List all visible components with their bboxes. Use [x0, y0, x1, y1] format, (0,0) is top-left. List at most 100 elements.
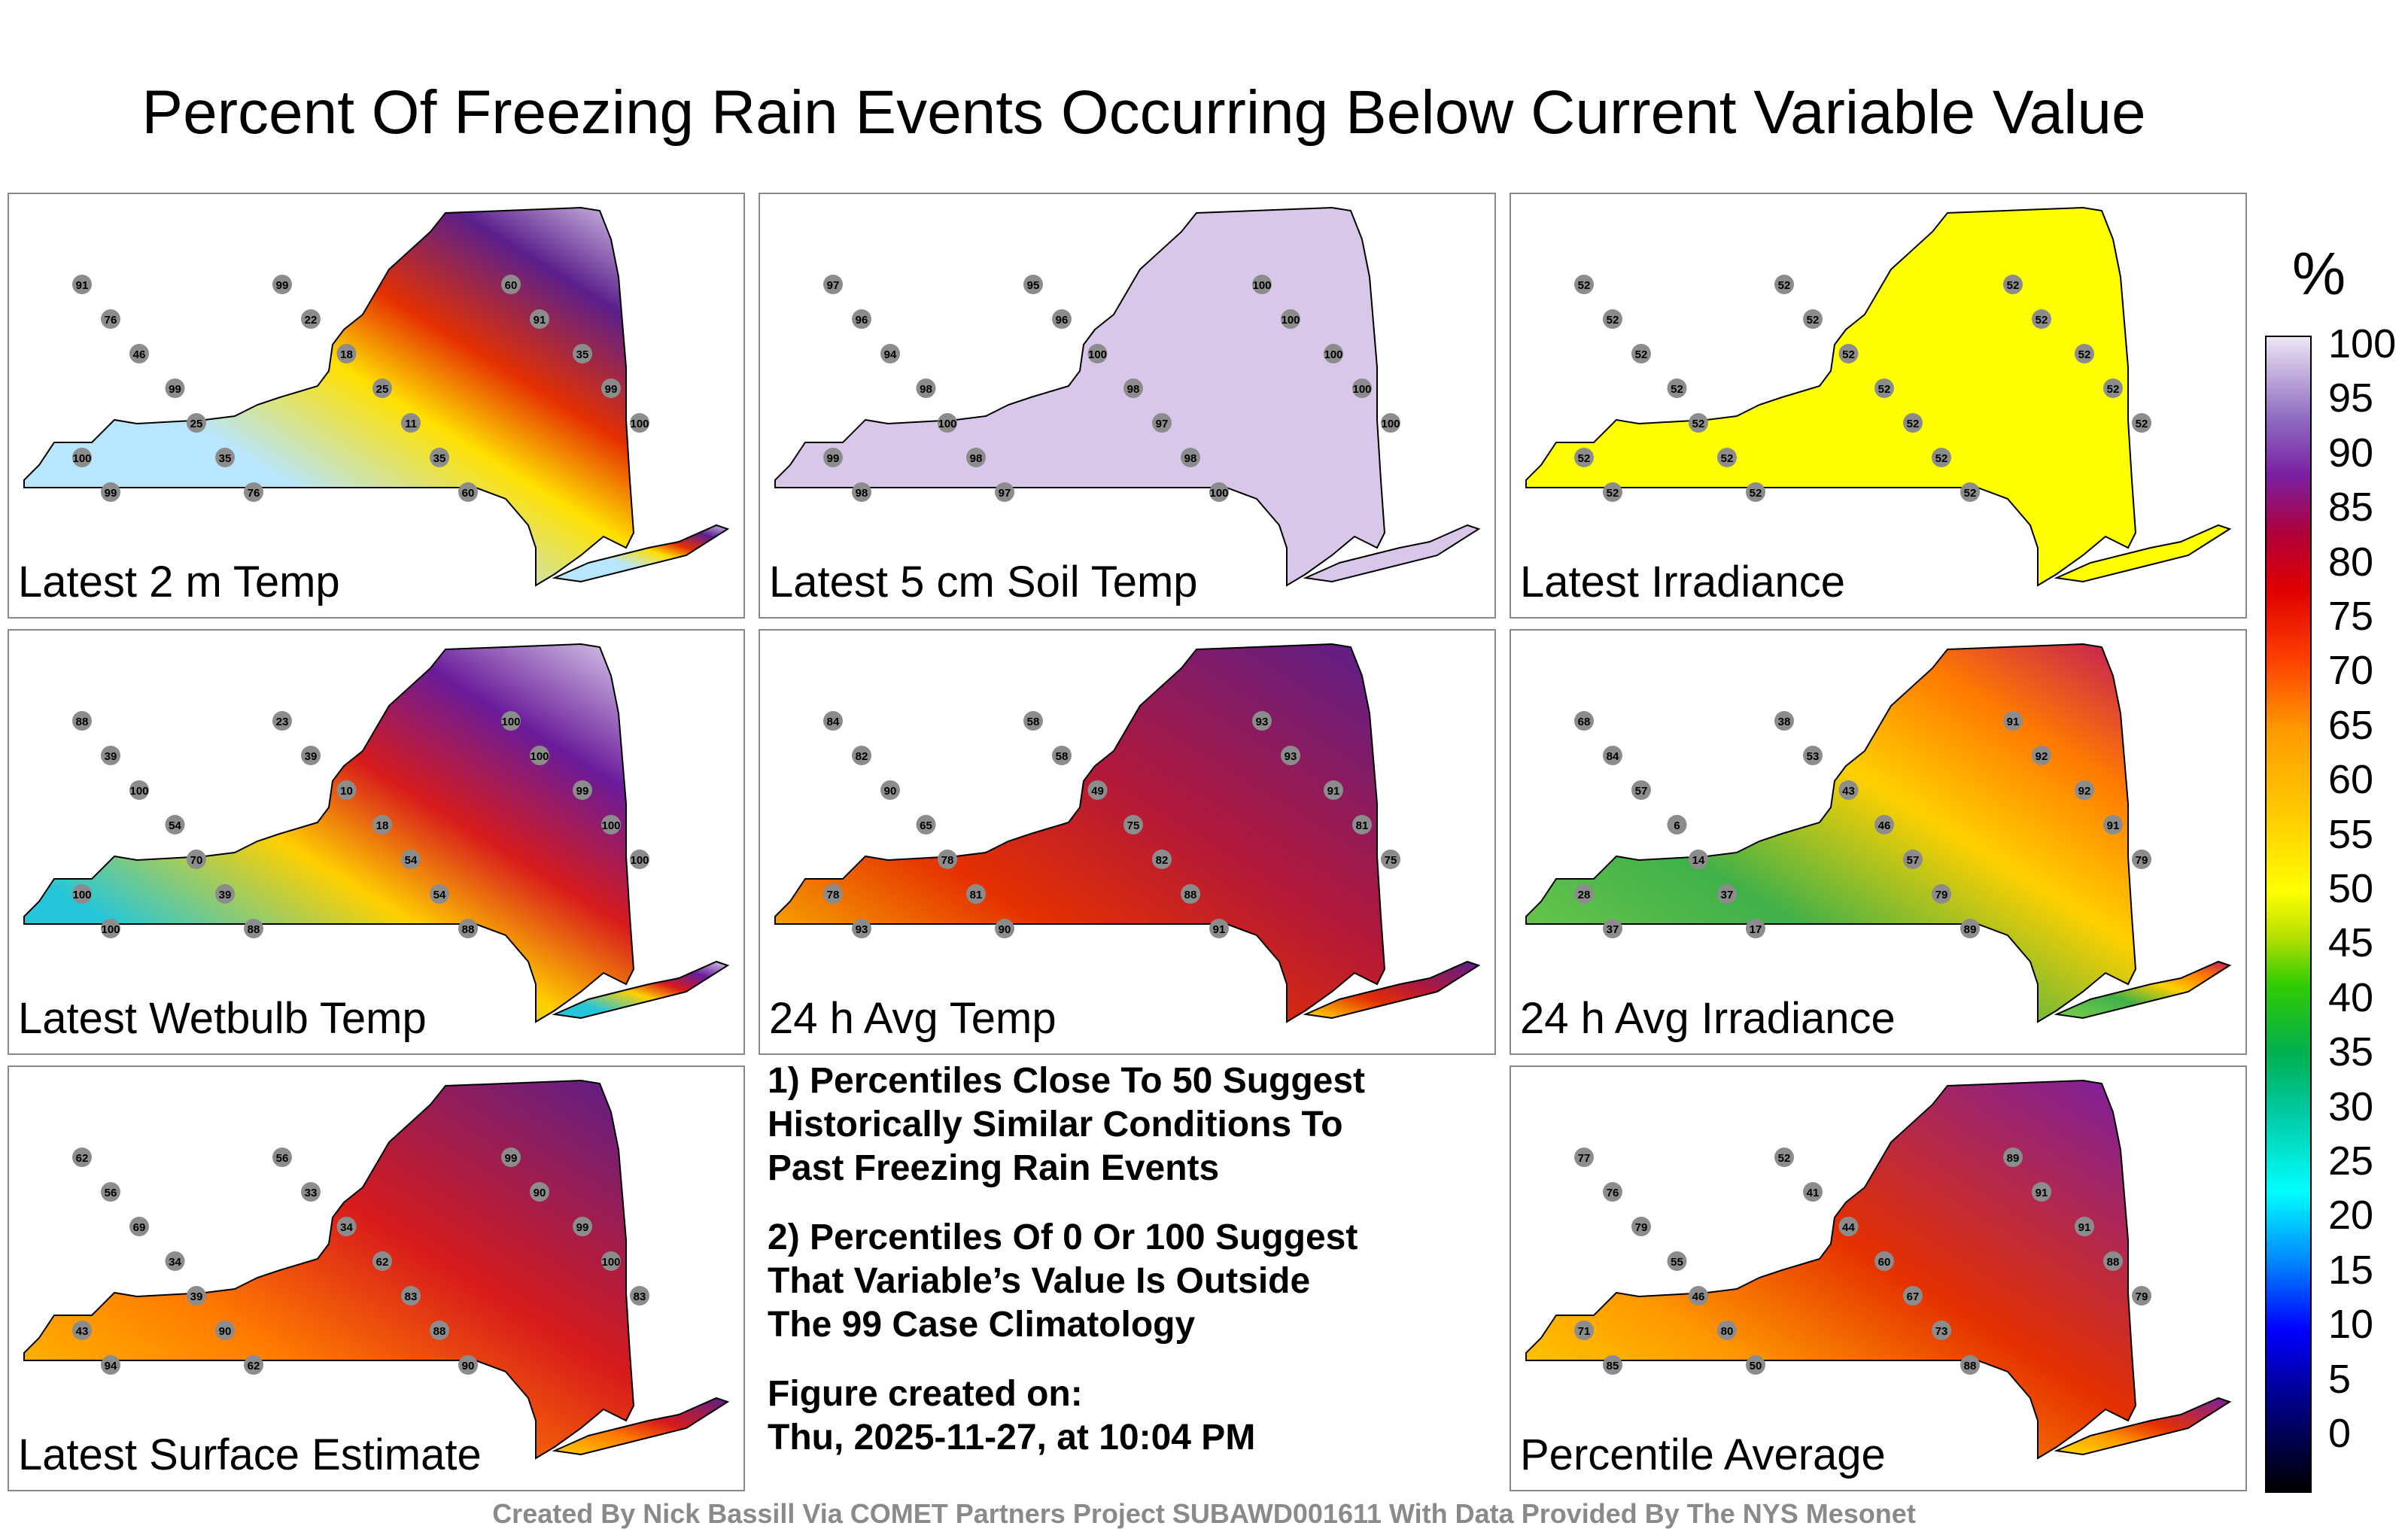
station-value: 90: [999, 923, 1011, 936]
station-marker: 97: [823, 275, 843, 294]
colorbar-tick: 0: [2328, 1411, 2352, 1456]
station-marker: 57: [1631, 780, 1651, 800]
station-value: 52: [1721, 452, 1734, 465]
station-value: 79: [1635, 1221, 1648, 1234]
station-marker: 52: [1874, 378, 1894, 398]
station-value: 99: [505, 1152, 518, 1165]
station-value: 50: [1750, 1360, 1762, 1372]
station-marker: 100: [1381, 413, 1400, 433]
station-value: 100: [1252, 279, 1271, 292]
station-value: 11: [405, 418, 417, 430]
map-panel: 84 82 90 65 78 81 90 58 58 49 75 82 88 91 93 93 91 81 75 78…: [759, 629, 1496, 1055]
station-marker: 52: [1689, 413, 1708, 433]
colorbar-tick: 20: [2328, 1193, 2374, 1239]
station-marker: 18: [372, 815, 392, 834]
station-marker: 100: [630, 413, 649, 433]
station-value: 91: [2107, 819, 2120, 832]
station-value: 39: [105, 750, 117, 763]
station-value: 95: [1027, 279, 1040, 292]
station-marker: 52: [2132, 413, 2151, 433]
colorbar-tick: 95: [2328, 375, 2374, 421]
state-outline: [774, 643, 1386, 1023]
station-marker: 91: [2075, 1217, 2094, 1236]
station-marker: 44: [1838, 1217, 1859, 1236]
station-marker: 99: [101, 482, 120, 502]
station-value: 90: [884, 785, 897, 798]
station-value: 6: [1674, 819, 1680, 832]
station-marker: 91: [72, 275, 92, 294]
map-panel: 62 56 69 34 39 90 62 56 33 34 62 83 88 90 99 90 99 100 83 4…: [8, 1065, 745, 1491]
station-marker: 76: [1603, 1182, 1622, 1202]
station-value: 94: [884, 348, 897, 361]
credit-line: Created By Nick Bassill Via COMET Partne…: [492, 1498, 1916, 1529]
long-island-outline: [1303, 960, 1481, 1020]
station-value: 62: [248, 1360, 260, 1372]
station-marker: 11: [401, 413, 421, 433]
station-marker: 60: [501, 275, 521, 294]
station-value: 14: [1692, 854, 1705, 867]
station-marker: 43: [72, 1321, 92, 1340]
station-value: 100: [72, 452, 91, 465]
station-marker: 89: [2003, 1147, 2023, 1167]
colorbar-tick: 35: [2328, 1029, 2374, 1075]
station-marker: 10: [336, 780, 357, 800]
colorbar-tick: 25: [2328, 1138, 2374, 1184]
colorbar-tick: 45: [2328, 920, 2374, 966]
long-island-outline: [552, 1397, 730, 1456]
station-marker: 97: [1152, 413, 1172, 433]
map-graphic: 77 76 79 55 46 80 50 52 41 44 60 67 73 88 89 91 91 88 79 71…: [1525, 1079, 2232, 1460]
station-marker: 46: [1874, 815, 1894, 834]
station-marker: 88: [458, 919, 478, 938]
colorbar-tick: 70: [2328, 648, 2374, 694]
station-marker: 62: [372, 1251, 392, 1271]
state-outline: [1525, 643, 2137, 1023]
station-value: 60: [505, 279, 518, 292]
station-value: 98: [1127, 383, 1140, 396]
station-value: 100: [1381, 418, 1400, 430]
station-marker: 46: [1689, 1286, 1708, 1306]
station-value: 100: [501, 716, 520, 728]
station-marker: 18: [336, 344, 357, 363]
station-marker: 14: [1689, 850, 1708, 869]
station-value: 33: [305, 1187, 318, 1199]
station-marker: 75: [1381, 850, 1400, 869]
station-marker: 22: [301, 309, 321, 329]
station-value: 49: [1091, 785, 1104, 798]
station-value: 98: [1184, 452, 1197, 465]
map-graphic: 91 76 46 99 25 35 76 99 22 18 25 11 35 60 60 91 35 99 100 1…: [23, 206, 730, 587]
station-value: 79: [2136, 1290, 2148, 1303]
station-value: 39: [305, 750, 318, 763]
station-value: 75: [1127, 819, 1140, 832]
station-marker: 52: [1774, 275, 1794, 294]
station-marker: 90: [995, 919, 1014, 938]
station-marker: 54: [165, 815, 185, 834]
station-marker: 100: [630, 850, 649, 869]
panel-label: Latest Wetbulb Temp: [18, 994, 427, 1043]
station-marker: 52: [1774, 1147, 1794, 1167]
station-marker: 35: [215, 448, 235, 467]
station-marker: 53: [1803, 746, 1823, 765]
station-marker: 39: [301, 746, 321, 765]
station-value: 100: [1352, 383, 1371, 396]
station-marker: 71: [1574, 1321, 1594, 1340]
station-value: 62: [76, 1152, 89, 1165]
station-marker: 52: [1717, 448, 1737, 467]
station-value: 52: [1807, 314, 1820, 327]
map-graphic: 62 56 69 34 39 90 62 56 33 34 62 83 88 90 99 90 99 100 83 4…: [23, 1079, 730, 1460]
station-value: 88: [2107, 1256, 2120, 1269]
map-graphic: 52 52 52 52 52 52 52 52 52 52 52 52 52 52 52 52 52 52 52 52…: [1525, 206, 2232, 587]
colorbar-tick: 85: [2328, 485, 2374, 530]
station-marker: 79: [1631, 1217, 1651, 1236]
station-marker: 90: [880, 780, 900, 800]
station-value: 97: [999, 487, 1011, 500]
station-value: 92: [2036, 750, 2048, 763]
station-marker: 99: [501, 1147, 521, 1167]
station-value: 34: [169, 1256, 181, 1269]
station-value: 100: [630, 854, 649, 867]
station-marker: 100: [101, 919, 120, 938]
station-value: 52: [1635, 348, 1648, 361]
station-value: 83: [634, 1290, 646, 1303]
map-panel: 88 39 100 54 70 39 88 23 39 10 18 54 54 88 100 100 99 100…: [8, 629, 745, 1055]
station-value: 22: [305, 314, 318, 327]
station-marker: 80: [1717, 1321, 1737, 1340]
